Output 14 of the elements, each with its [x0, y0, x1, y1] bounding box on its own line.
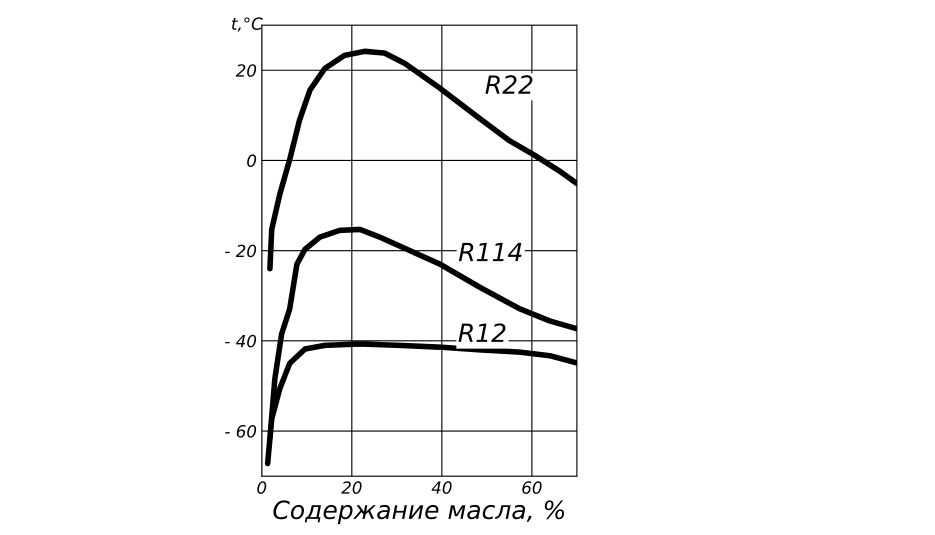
x-tick-label: 40	[432, 481, 452, 494]
series-label: R12	[458, 323, 506, 342]
y-tick-label: 0	[247, 154, 256, 168]
y-tick-label: 20	[236, 64, 256, 77]
x-axis-title: Содержание масла, %	[273, 500, 564, 524]
y-tick-label: - 40	[225, 334, 256, 348]
y-axis-title: t,°C	[232, 17, 263, 32]
series-label: R22	[485, 75, 532, 94]
y-tick-label: - 20	[225, 244, 256, 258]
x-tick-label: 60	[522, 481, 542, 494]
series-label: R114	[458, 242, 522, 262]
x-tick-label: 20	[341, 481, 362, 494]
x-tick-label: 0	[257, 481, 266, 494]
y-tick-label: - 60	[225, 425, 256, 438]
